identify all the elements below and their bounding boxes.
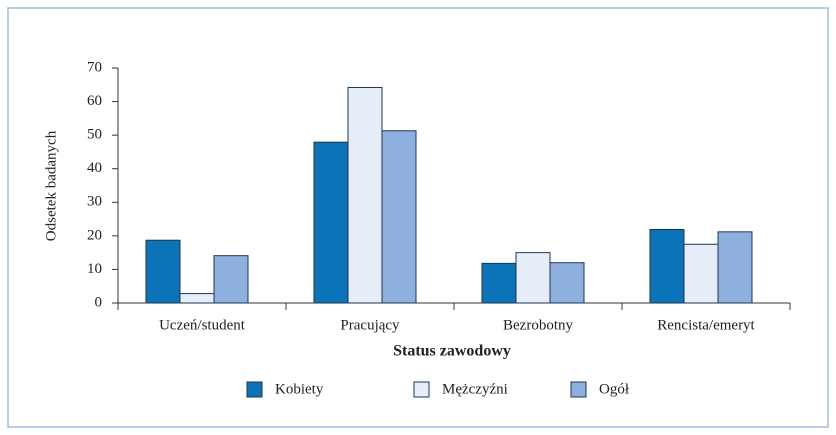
y-tick-label: 20 [87, 227, 102, 243]
bar [381, 130, 417, 304]
y-tick-label: 70 [87, 59, 102, 75]
legend-label: Mężczyźni [442, 381, 508, 397]
y-tick-label: 0 [95, 294, 103, 310]
frame [7, 7, 829, 428]
legend-swatch [570, 381, 587, 398]
x-tick-label: Bezrobotny [503, 317, 573, 333]
legend-swatch [413, 381, 430, 398]
y-tick-label: 40 [87, 160, 102, 176]
bar [515, 252, 551, 304]
bar [481, 262, 517, 304]
y-tick-label: 30 [87, 194, 102, 210]
bar [145, 239, 181, 304]
x-tick-label: Uczeń/student [159, 317, 246, 333]
bar [683, 243, 719, 304]
bar [717, 231, 753, 304]
x-tick-label: Rencista/emeryt [657, 317, 755, 333]
x-tick-label: Pracujący [340, 317, 400, 333]
legend-label: Kobiety [275, 381, 324, 397]
legend-swatch [246, 381, 263, 398]
y-axis-label: Odsetek badanych [43, 130, 59, 241]
bar [649, 228, 685, 304]
y-tick-label: 10 [87, 261, 102, 277]
bar [347, 86, 383, 304]
bar [313, 141, 349, 304]
y-tick-label: 50 [87, 127, 102, 143]
legend-label: Ogół [599, 381, 630, 397]
y-tick-label: 60 [87, 93, 102, 109]
x-axis-label: Status zawodowy [393, 343, 511, 360]
bar [213, 255, 249, 304]
bar [179, 293, 215, 304]
bar [549, 262, 585, 304]
